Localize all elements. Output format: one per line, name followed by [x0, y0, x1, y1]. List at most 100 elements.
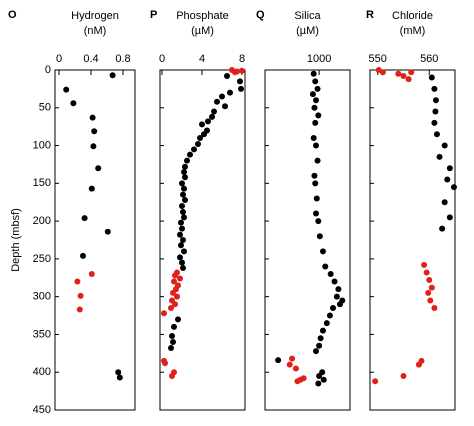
- panel-label: R: [366, 9, 374, 21]
- data-point: [323, 320, 330, 327]
- data-point: [95, 165, 102, 172]
- panel-unit: (nM): [84, 25, 107, 37]
- panel-label: P: [150, 9, 157, 21]
- data-point: [179, 180, 185, 187]
- data-point: [415, 361, 422, 368]
- data-point: [115, 369, 122, 376]
- data-point: [227, 89, 233, 96]
- data-point: [199, 121, 205, 128]
- data-point: [428, 284, 435, 291]
- data-point: [331, 278, 338, 285]
- panel-title: Silica: [294, 10, 321, 22]
- data-point: [400, 373, 407, 379]
- data-point: [316, 342, 323, 349]
- y-axis-label: Depth (mbsf): [10, 208, 22, 272]
- data-point: [191, 146, 197, 153]
- data-point: [433, 131, 440, 138]
- data-point: [311, 104, 318, 111]
- y-tick-label: 400: [33, 366, 51, 378]
- data-point: [326, 312, 333, 319]
- data-point: [209, 113, 215, 120]
- data-point: [81, 215, 88, 222]
- data-point: [426, 277, 433, 284]
- x-tick-label: 0.4: [83, 53, 98, 65]
- data-point: [313, 195, 320, 202]
- data-point: [319, 327, 326, 334]
- data-point: [181, 214, 187, 221]
- data-point: [313, 210, 319, 217]
- data-point: [275, 357, 282, 364]
- x-tick-label: 4: [199, 53, 205, 65]
- x-tick-label: 0: [56, 53, 62, 65]
- data-point: [195, 141, 201, 148]
- data-point: [312, 119, 319, 126]
- data-point: [174, 293, 180, 300]
- data-point: [405, 76, 412, 83]
- panel-label: O: [8, 9, 17, 21]
- x-tick-label: 8: [239, 53, 245, 65]
- data-point: [178, 219, 184, 226]
- data-point: [175, 316, 181, 323]
- plot-frame: [54, 69, 136, 411]
- data-point: [319, 248, 326, 255]
- data-point: [63, 86, 70, 93]
- y-tick-label: 250: [33, 253, 51, 265]
- data-point: [180, 264, 186, 271]
- data-point: [311, 172, 318, 179]
- data-point: [400, 73, 407, 80]
- data-point: [316, 233, 323, 240]
- plot-frame: [369, 69, 456, 411]
- data-point: [77, 292, 84, 299]
- data-point: [222, 103, 228, 110]
- data-point: [379, 69, 386, 76]
- data-point: [446, 214, 453, 221]
- panel-title: Chloride: [392, 10, 433, 22]
- data-point: [423, 269, 430, 276]
- data-point: [76, 306, 83, 313]
- data-point: [70, 100, 77, 107]
- panel-unit: (mM): [400, 25, 426, 37]
- data-point: [314, 85, 321, 92]
- data-point: [309, 91, 316, 98]
- data-point: [432, 97, 439, 104]
- x-tick-label: 0: [159, 53, 165, 65]
- data-point: [80, 252, 86, 259]
- data-point: [450, 184, 457, 191]
- data-point: [289, 355, 296, 362]
- data-point: [184, 157, 190, 164]
- data-point: [182, 196, 188, 203]
- x-tick-label: 1000: [307, 53, 331, 65]
- data-point: [116, 374, 123, 381]
- data-point: [330, 305, 336, 311]
- x-tick-label: 0.8: [115, 53, 130, 65]
- data-point: [431, 85, 438, 92]
- data-point: [436, 153, 443, 160]
- data-point: [171, 278, 177, 285]
- data-point: [322, 263, 329, 270]
- data-point: [237, 78, 243, 85]
- y-tick-label: 0: [45, 64, 51, 76]
- data-point: [177, 254, 183, 261]
- data-point: [327, 271, 334, 277]
- panel-title: Hydrogen: [71, 10, 119, 22]
- plot-frame: [159, 69, 246, 411]
- data-point: [427, 297, 434, 304]
- y-tick-label: 50: [39, 102, 51, 114]
- data-point: [169, 373, 175, 379]
- data-point: [439, 225, 446, 232]
- data-point: [421, 261, 428, 268]
- data-point: [320, 376, 327, 383]
- data-point: [161, 310, 167, 317]
- data-point: [109, 72, 116, 79]
- data-point: [428, 74, 435, 81]
- data-point: [104, 228, 111, 235]
- y-tick-label: 150: [33, 177, 51, 189]
- y-tick-label: 100: [33, 139, 51, 151]
- panel-unit: (µM): [191, 25, 214, 37]
- data-point: [441, 199, 448, 206]
- data-point: [314, 157, 321, 164]
- data-point: [170, 339, 176, 345]
- data-point: [425, 289, 432, 296]
- data-point: [180, 191, 186, 198]
